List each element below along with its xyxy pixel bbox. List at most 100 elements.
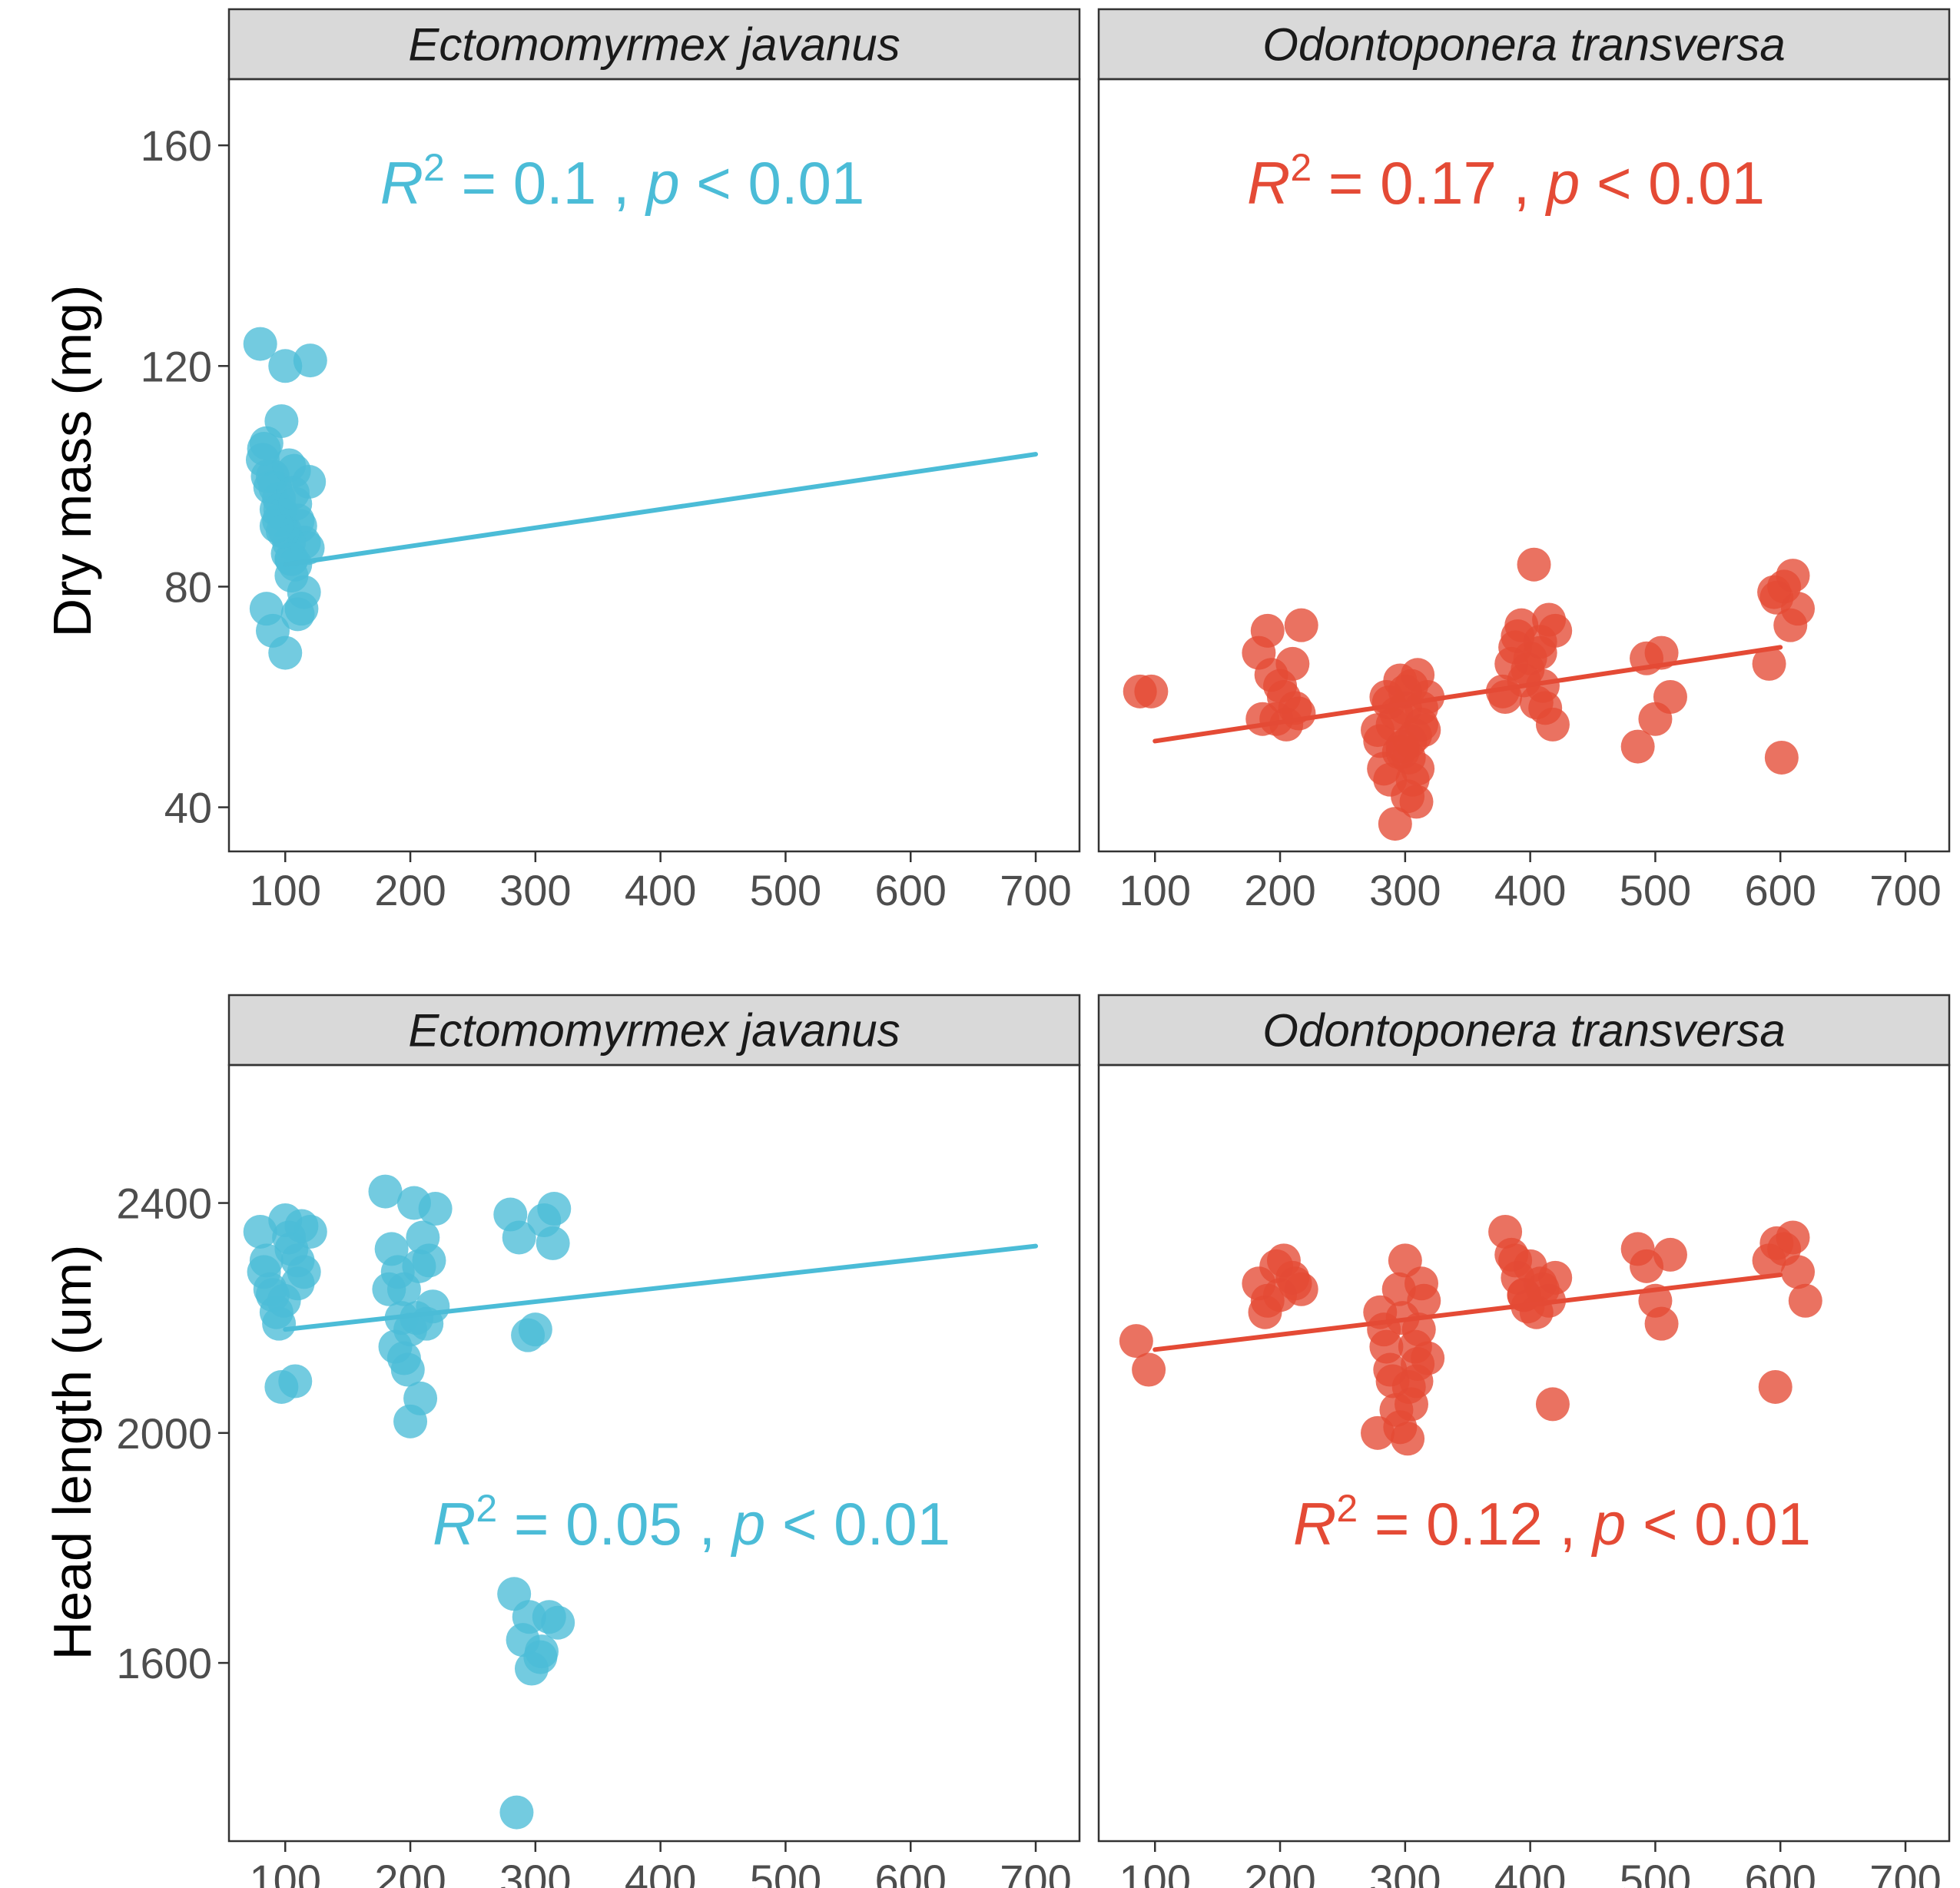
data-point: [274, 542, 309, 576]
data-point: [1653, 680, 1687, 714]
r2-value: = 0.1 ,: [445, 149, 646, 217]
panel-4: Odontoponera transversa 100 200 300 400 500 60…: [1097, 994, 1951, 1888]
x-tick-label: 500: [1620, 1856, 1691, 1888]
data-point: [1263, 669, 1298, 703]
superscript: 2: [423, 146, 445, 189]
data-point: [1653, 1237, 1687, 1272]
p-value: < 0.01: [680, 149, 865, 217]
plot-border: [1097, 78, 1951, 853]
fit-line: [283, 1243, 1039, 1332]
y-tick-label: 160: [141, 121, 212, 170]
plot-border: [227, 78, 1081, 853]
data-point: [518, 1312, 552, 1347]
r2-annotation: R2 = 0.12 , p < 0.01: [1293, 1487, 1811, 1558]
data-point: [512, 1600, 546, 1634]
x-tick-label: 400: [625, 866, 696, 914]
x-tick-label: 700: [1000, 866, 1071, 914]
y-tick-label: 120: [141, 342, 212, 390]
r-symbol: R: [1293, 1490, 1336, 1558]
p-value: < 0.01: [1626, 1490, 1811, 1558]
panel-3: Ectomomyrmex javanus 100 200 300 400 500 600 70…: [42, 994, 1081, 1888]
data-point: [1620, 729, 1655, 764]
x-tick-label: 200: [374, 1856, 446, 1888]
x-tick-label: 100: [1119, 1856, 1191, 1888]
data-point: [1250, 613, 1285, 648]
data-point: [1498, 1243, 1533, 1278]
r-symbol: R: [1247, 149, 1290, 217]
x-tick-label: 200: [1244, 866, 1315, 914]
data-point: [1485, 674, 1520, 708]
data-point: [1361, 713, 1395, 748]
x-tick-label: 300: [1369, 866, 1441, 914]
p-symbol: p: [1545, 149, 1580, 217]
data-point: [243, 327, 277, 361]
data-point: [396, 1186, 431, 1220]
strip-label: Odontoponera transversa: [1262, 19, 1785, 71]
data-point: [1245, 702, 1280, 736]
data-point: [372, 1272, 406, 1306]
data-point: [536, 1226, 570, 1260]
y-tick-label: 80: [164, 562, 212, 611]
x-tick-label: 200: [1244, 1856, 1315, 1888]
r2-annotation: R2 = 0.05 , p < 0.01: [433, 1487, 950, 1558]
data-point: [1132, 1352, 1166, 1387]
data-point: [1391, 1422, 1425, 1456]
data-point: [268, 349, 303, 383]
y-tick-label: 2000: [116, 1409, 212, 1458]
p-symbol: p: [1591, 1490, 1626, 1558]
data-point: [278, 1364, 313, 1399]
data-point: [264, 404, 299, 439]
data-point: [1405, 1266, 1439, 1301]
data-point: [1788, 1283, 1822, 1318]
data-point: [1528, 691, 1563, 725]
y-tick-label: 40: [164, 784, 212, 832]
data-point: [292, 465, 327, 499]
data-point: [1119, 1324, 1153, 1359]
data-point: [1758, 1369, 1793, 1404]
x-tick-label: 700: [1869, 866, 1941, 914]
fit-line: [1152, 645, 1783, 744]
p-symbol: p: [731, 1490, 765, 1558]
data-point: [267, 1283, 301, 1318]
superscript: 2: [476, 1487, 497, 1530]
data-point: [268, 635, 303, 670]
superscript: 2: [1290, 146, 1312, 189]
data-point: [1644, 1306, 1679, 1341]
data-point: [1757, 575, 1792, 609]
strip-label: Ectomomyrmex javanus: [408, 1005, 900, 1057]
x-tick-label: 600: [875, 1856, 947, 1888]
x-tick-label: 200: [374, 866, 446, 914]
x-tick-label: 400: [1494, 866, 1566, 914]
plot-border: [227, 1063, 1081, 1843]
x-tick-label: 600: [875, 866, 947, 914]
r2-annotation: R2 = 0.17 , p < 0.01: [1247, 146, 1765, 217]
x-tick-label: 700: [1869, 1856, 1941, 1888]
fit-line: [1152, 1272, 1783, 1352]
data-point: [1781, 592, 1816, 626]
r-symbol: R: [433, 1490, 476, 1558]
x-tick-label: 400: [1494, 1856, 1566, 1888]
x-tick-label: 700: [1000, 1856, 1071, 1888]
data-point: [368, 1174, 403, 1209]
r2-value: = 0.05 ,: [497, 1490, 732, 1558]
data-point: [1644, 635, 1679, 670]
x-tick-label: 300: [1369, 1856, 1441, 1888]
r-symbol: R: [380, 149, 423, 217]
data-point: [1401, 752, 1435, 786]
data-point: [537, 1192, 572, 1226]
data-point: [1535, 1387, 1570, 1422]
data-point: [1284, 608, 1318, 642]
p-value: < 0.01: [1580, 149, 1765, 217]
strip-background: [227, 994, 1081, 1067]
data-point: [1752, 646, 1786, 681]
data-point: [1776, 1220, 1810, 1255]
data-point: [1399, 1364, 1434, 1399]
data-point: [386, 1341, 421, 1375]
p-symbol: p: [645, 149, 679, 217]
data-point: [402, 1249, 436, 1283]
data-point: [284, 592, 319, 626]
strip-background: [1097, 8, 1951, 81]
data-point: [1517, 547, 1551, 582]
x-tick-label: 100: [1119, 866, 1191, 914]
